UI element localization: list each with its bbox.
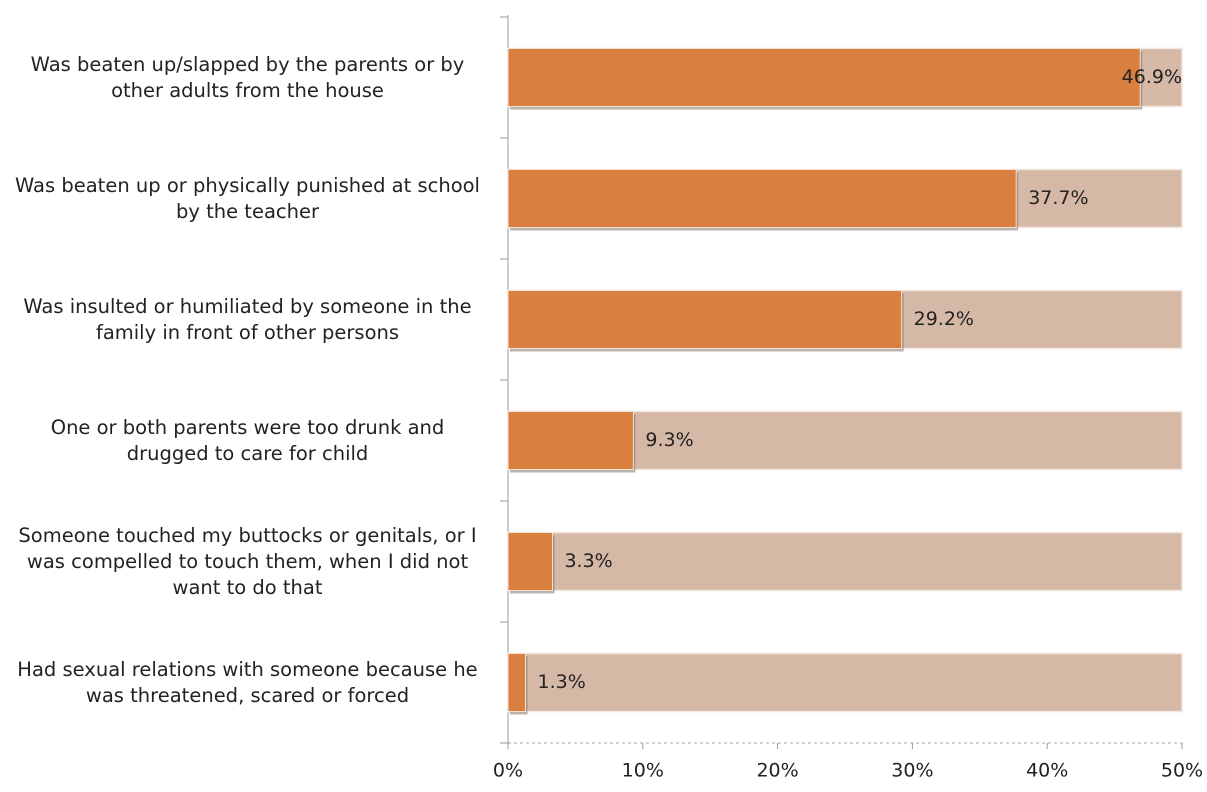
value-label: 9.3% bbox=[645, 429, 693, 451]
category-label: Was beaten up/slapped by the parents or … bbox=[30, 52, 465, 102]
category-label: Was insulted or humiliated by someone in… bbox=[23, 294, 472, 344]
x-tick-label: 20% bbox=[756, 760, 798, 782]
category-label: Someone touched my buttocks or genitals,… bbox=[18, 523, 477, 599]
value-label: 3.3% bbox=[564, 550, 612, 572]
value-label: 37.7% bbox=[1028, 187, 1088, 209]
bar bbox=[507, 411, 634, 470]
bar bbox=[507, 48, 1141, 107]
x-tick-label: 0% bbox=[493, 760, 523, 782]
value-label: 1.3% bbox=[538, 671, 586, 693]
value-label: 46.9% bbox=[1122, 66, 1182, 88]
category-label: Was beaten up or physically punished at … bbox=[15, 173, 480, 223]
bar bbox=[507, 653, 527, 712]
bar bbox=[507, 532, 553, 591]
x-tick-label: 30% bbox=[891, 760, 933, 782]
bar-track bbox=[507, 531, 1183, 592]
bar bbox=[507, 169, 1017, 228]
bar bbox=[507, 290, 903, 349]
value-label: 29.2% bbox=[914, 308, 974, 330]
x-tick-label: 40% bbox=[1026, 760, 1068, 782]
bar-track bbox=[507, 652, 1183, 713]
category-label: One or both parents were too drunk and d… bbox=[50, 415, 445, 465]
x-tick-label: 50% bbox=[1161, 760, 1203, 782]
category-label: Had sexual relations with someone becaus… bbox=[17, 657, 478, 707]
x-tick-label: 10% bbox=[622, 760, 664, 782]
